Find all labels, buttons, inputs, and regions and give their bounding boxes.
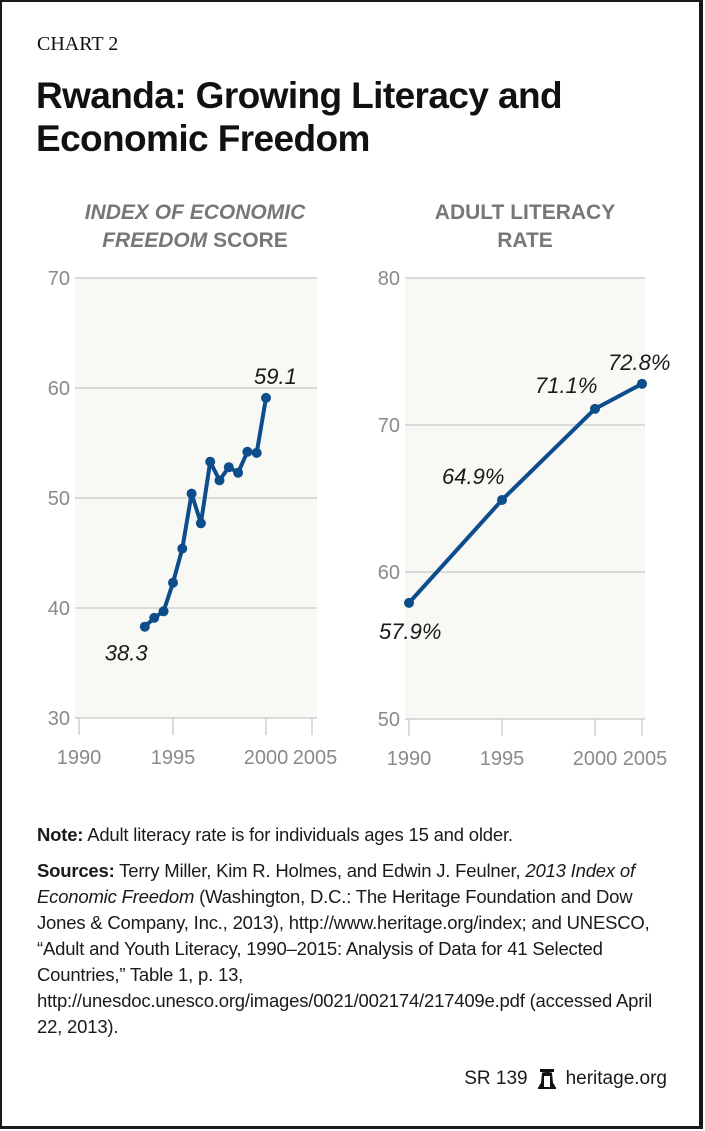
sources-text-1: Terry Miller, Kim R. Holmes, and Edwin J… [114,860,526,881]
site-link[interactable]: heritage.org [565,1068,667,1089]
x-tick-label: 2000 [573,748,618,770]
panel-title-literacy-line2: RATE [497,229,553,252]
plot-background-1 [405,278,645,719]
panel-title-freedom: INDEX OF ECONOMIC FREEDOM SCORE [60,199,330,255]
note-label: Note: [37,824,84,845]
note: Note: Adult literacy rate is for individ… [37,822,677,848]
data-label: 59.1 [254,364,297,389]
y-tick-label: 50 [48,488,70,510]
chart-kicker: CHART 2 [37,33,119,55]
data-label: 72.8% [608,350,670,375]
data-point [158,606,169,617]
series-line [407,381,644,605]
sources-text-2: (Washington, D.C.: The Heritage Foundati… [37,886,653,1037]
x-tick-label: 1990 [387,748,432,770]
sources-italic-title: 2013 Index of Economic Freedom [37,860,635,907]
y-tick-label: 50 [378,709,400,731]
panel-title-literacy-line1: ADULT LITERACY [434,201,616,224]
data-label: 38.3 [105,641,149,666]
footer: SR 139 heritage.org [464,1068,667,1090]
report-id: SR 139 [464,1068,528,1089]
data-point [139,621,150,632]
data-point [149,612,160,623]
x-tick-label: 1990 [57,747,102,769]
data-point [637,378,647,389]
y-tick-label: 30 [48,708,70,730]
y-tick-label: 40 [48,598,70,620]
chart-title: Rwanda: Growing Literacy and Economic Fr… [36,75,563,159]
y-tick-label: 60 [378,562,400,584]
data-point [177,543,188,554]
panel-title-freedom-italic: INDEX OF ECONOMIC FREEDOM [84,201,306,252]
liberty-bell-icon [537,1069,556,1089]
data-point [195,518,206,529]
data-point [223,462,234,473]
sources: Sources: Terry Miller, Kim R. Holmes, an… [37,858,677,1040]
y-tick-label: 70 [48,268,70,290]
data-label: 71.1% [535,373,597,398]
y-tick-label: 60 [48,378,70,400]
y-tick-label: 70 [378,415,400,437]
x-tick-label: 2005 [623,748,668,770]
data-label: 57.9% [379,619,441,644]
data-label: 64.9% [442,464,504,489]
x-tick-label: 2000 [244,747,289,769]
x-tick-label: 1995 [151,747,196,769]
x-tick-label: 1995 [480,748,525,770]
data-point [186,488,197,499]
data-point [261,392,271,403]
data-point [205,456,216,467]
y-tick-label: 80 [378,268,400,290]
x-tick-label: 2005 [293,747,338,769]
data-point [590,403,600,414]
panel-title-freedom-rest: SCORE [207,229,288,252]
panel-title-literacy: ADULT LITERACY RATE [400,199,650,255]
data-point [404,597,414,608]
sources-label: Sources: [37,860,115,881]
data-point [251,447,262,458]
data-point [497,494,507,505]
data-point [233,467,244,478]
data-point [214,475,225,486]
data-point [242,446,253,457]
data-point [168,577,178,588]
note-text: Adult literacy rate is for individuals a… [83,824,513,845]
